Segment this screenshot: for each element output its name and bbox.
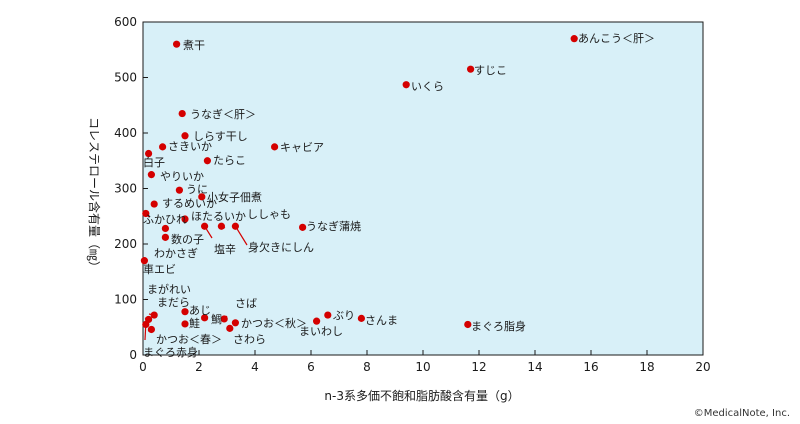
data-point xyxy=(178,109,186,118)
x-tick-label: 20 xyxy=(695,360,710,374)
x-tick-label: 10 xyxy=(415,360,430,374)
point-label: まだら xyxy=(157,296,190,309)
point-label: さわら xyxy=(233,333,266,346)
point-label: さば xyxy=(235,297,257,310)
y-tick-label: 400 xyxy=(114,126,137,140)
point-label: わかさぎ xyxy=(154,246,198,260)
point-label: 小女子佃煮 xyxy=(207,190,262,204)
data-point xyxy=(181,320,189,328)
point-label: まぐろ赤身 xyxy=(143,345,198,359)
data-point xyxy=(181,308,189,316)
y-axis-title: コレステロール含有量（㎎） xyxy=(87,117,102,273)
point-label: 数の子 xyxy=(171,233,204,246)
plot-area xyxy=(142,21,704,356)
point-label: 鯛 xyxy=(211,312,222,326)
point-label: かつお＜春＞ xyxy=(156,333,222,346)
data-point xyxy=(201,314,209,322)
data-point xyxy=(142,209,150,218)
credit-text: ©MedicalNote, Inc. xyxy=(694,408,790,419)
data-point xyxy=(226,324,234,332)
point-label: 白子 xyxy=(143,155,165,169)
data-point xyxy=(142,320,150,329)
data-point xyxy=(198,193,206,201)
data-point xyxy=(402,81,410,89)
point-label: すじこ xyxy=(474,64,507,77)
data-point xyxy=(145,149,153,158)
point-label: うなぎ蒲焼 xyxy=(306,219,361,233)
point-label: かつお＜秋＞ xyxy=(241,316,307,330)
data-point xyxy=(173,40,181,48)
data-point xyxy=(159,143,167,151)
data-point xyxy=(231,222,239,230)
label-leader-line xyxy=(234,225,248,246)
point-label: さきいか xyxy=(168,140,212,153)
point-label: 車エビ xyxy=(143,262,176,276)
point-label: まがれい xyxy=(147,282,191,296)
y-tick-label: 100 xyxy=(114,293,137,307)
data-point xyxy=(175,186,183,194)
point-label: 鮭 xyxy=(189,316,200,330)
x-axis-title: n-3系多価不飽和脂肪酸含有量（g） xyxy=(324,388,519,403)
x-tick-label: 6 xyxy=(307,360,315,374)
point-label: ふかひれ xyxy=(143,213,187,226)
y-tick-label: 600 xyxy=(114,15,137,29)
x-tick-label: 0 xyxy=(139,360,147,374)
y-tick-label: 0 xyxy=(129,348,137,362)
y-tick-label: 200 xyxy=(114,237,137,251)
data-point xyxy=(313,317,321,325)
x-tick-label: 12 xyxy=(471,360,486,374)
y-tick-label: 300 xyxy=(114,182,137,196)
point-label: ほたるいか xyxy=(191,210,246,223)
data-point xyxy=(147,171,155,179)
data-point xyxy=(324,311,332,319)
point-label: 煮干 xyxy=(183,39,205,52)
point-label: まぐろ脂身 xyxy=(471,319,526,333)
point-label: 塩辛 xyxy=(214,242,236,256)
data-point xyxy=(231,319,239,327)
data-point xyxy=(150,311,158,319)
point-label: するめいか xyxy=(162,197,217,210)
data-point xyxy=(181,132,189,140)
point-label: しらす干し xyxy=(193,130,248,143)
point-label: あじ xyxy=(189,304,211,317)
point-label: キャビア xyxy=(280,141,324,154)
x-tick-label: 4 xyxy=(251,360,259,374)
point-label: うなぎ＜肝＞ xyxy=(190,107,256,121)
point-label: やりいか xyxy=(160,170,204,183)
data-point xyxy=(220,315,228,323)
x-tick-label: 18 xyxy=(639,360,654,374)
data-point xyxy=(161,224,169,233)
x-tick-label: 16 xyxy=(583,360,598,374)
point-label: ししゃも xyxy=(247,208,291,221)
data-point xyxy=(357,314,365,322)
point-label: ぶり xyxy=(333,309,355,322)
point-label: さんま xyxy=(365,314,398,327)
point-label: うに xyxy=(186,183,208,196)
x-tick-label: 8 xyxy=(363,360,371,374)
point-label: 身欠きにしん xyxy=(248,240,314,254)
data-point xyxy=(464,320,472,329)
point-label: あんこう＜肝＞ xyxy=(578,32,655,45)
point-label: いくら xyxy=(411,80,444,93)
x-tick-label: 2 xyxy=(195,360,203,374)
data-point xyxy=(271,143,279,151)
y-tick-label: 500 xyxy=(114,71,137,85)
data-point xyxy=(467,65,475,73)
data-point xyxy=(147,325,155,334)
data-point xyxy=(203,157,211,165)
data-point xyxy=(217,222,225,230)
data-point xyxy=(161,233,169,241)
data-point xyxy=(150,200,158,208)
point-label: たらこ xyxy=(213,154,246,167)
data-point xyxy=(201,222,209,230)
data-point xyxy=(181,215,189,223)
data-point xyxy=(570,35,578,43)
point-label: まいわし xyxy=(299,325,343,338)
data-point xyxy=(140,257,148,265)
data-point xyxy=(299,223,307,231)
x-tick-label: 14 xyxy=(527,360,542,374)
